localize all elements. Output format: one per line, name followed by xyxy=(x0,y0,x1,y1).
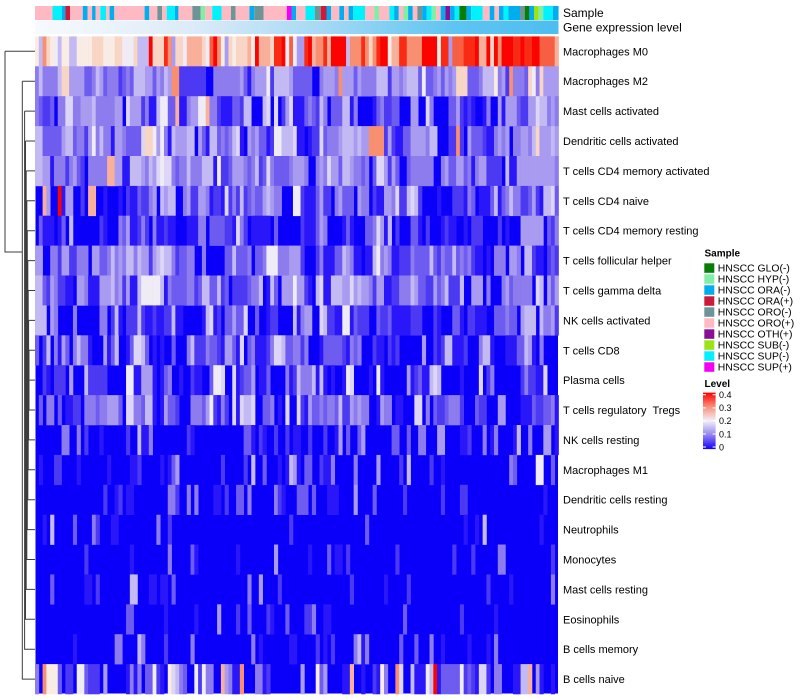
svg-text:Mast cells activated: Mast cells activated xyxy=(563,106,659,118)
svg-text:Mast cells resting: Mast cells resting xyxy=(563,584,648,596)
svg-text:HNSCC SUP(-): HNSCC SUP(-) xyxy=(718,352,790,363)
svg-text:0.2: 0.2 xyxy=(719,416,732,426)
svg-text:Gene expression level: Gene expression level xyxy=(563,21,682,35)
svg-text:Sample: Sample xyxy=(563,6,604,20)
svg-text:Eosinophils: Eosinophils xyxy=(563,614,620,626)
svg-text:HNSCC ORO(-): HNSCC ORO(-) xyxy=(718,308,792,319)
svg-text:Macrophages M0: Macrophages M0 xyxy=(563,46,648,58)
svg-text:HNSCC ORA(+): HNSCC ORA(+) xyxy=(718,297,793,308)
svg-text:T cells regulatory Tregs: T cells regulatory Tregs xyxy=(563,405,681,417)
svg-text:Level: Level xyxy=(705,379,731,390)
svg-text:B cells naive: B cells naive xyxy=(563,674,625,686)
svg-text:HNSCC ORO(+): HNSCC ORO(+) xyxy=(718,319,795,330)
svg-text:0.4: 0.4 xyxy=(719,390,732,400)
svg-text:0.1: 0.1 xyxy=(719,429,732,439)
svg-text:HNSCC ORA(-): HNSCC ORA(-) xyxy=(718,286,791,297)
svg-text:Dendritic cells activated: Dendritic cells activated xyxy=(563,136,679,148)
svg-text:T cells CD8: T cells CD8 xyxy=(563,345,620,357)
svg-text:NK cells activated: NK cells activated xyxy=(563,315,650,327)
svg-text:B cells memory: B cells memory xyxy=(563,644,639,656)
svg-text:T cells CD4 naive: T cells CD4 naive xyxy=(563,196,649,208)
svg-text:Macrophages M2: Macrophages M2 xyxy=(563,76,648,88)
svg-text:HNSCC OTH(+): HNSCC OTH(+) xyxy=(718,330,793,341)
svg-text:Neutrophils: Neutrophils xyxy=(563,525,619,537)
svg-text:T cells follicular helper: T cells follicular helper xyxy=(563,256,672,268)
svg-text:Monocytes: Monocytes xyxy=(563,555,617,567)
svg-text:HNSCC HYP(-): HNSCC HYP(-) xyxy=(718,275,790,286)
svg-text:Sample: Sample xyxy=(705,249,741,260)
svg-text:HNSCC SUB(-): HNSCC SUB(-) xyxy=(718,341,790,352)
svg-text:T cells gamma delta: T cells gamma delta xyxy=(563,286,662,298)
svg-text:0: 0 xyxy=(719,442,724,452)
svg-text:0.3: 0.3 xyxy=(719,403,732,413)
svg-text:Macrophages M1: Macrophages M1 xyxy=(563,465,648,477)
svg-text:T cells CD4 memory resting: T cells CD4 memory resting xyxy=(563,226,699,238)
svg-text:Plasma cells: Plasma cells xyxy=(563,375,625,387)
svg-text:T cells CD4 memory activated: T cells CD4 memory activated xyxy=(563,166,710,178)
svg-text:HNSCC GLO(-): HNSCC GLO(-) xyxy=(718,264,790,275)
svg-text:Dendritic cells resting: Dendritic cells resting xyxy=(563,495,668,507)
svg-text:HNSCC SUP(+): HNSCC SUP(+) xyxy=(718,363,792,374)
svg-text:NK cells resting: NK cells resting xyxy=(563,435,639,447)
